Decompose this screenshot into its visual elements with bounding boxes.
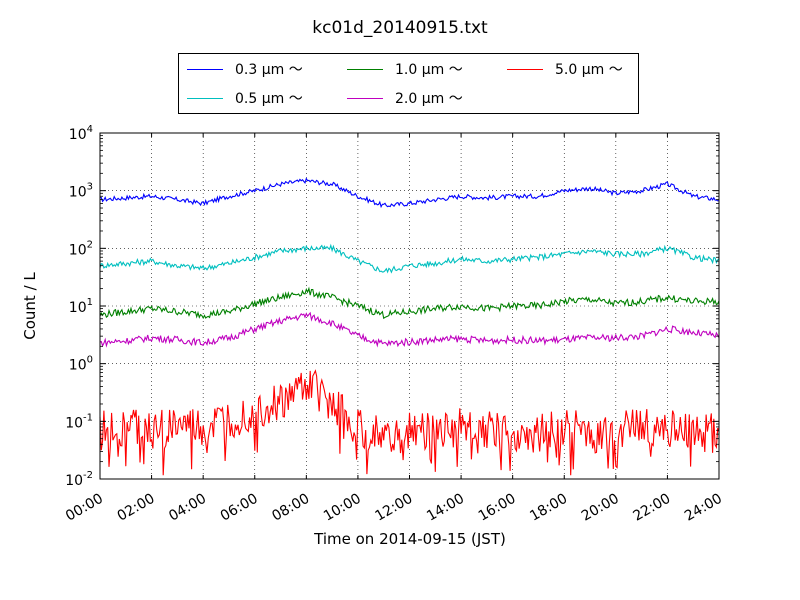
- x-tick-label: 20:00: [579, 491, 622, 525]
- x-tick-label: 18:00: [527, 491, 570, 525]
- series-lines: [99, 177, 720, 476]
- y-tick-label: 10-1: [65, 412, 93, 431]
- series-line-2: [99, 286, 720, 320]
- legend-swatch: [507, 69, 543, 70]
- x-tick-label: 06:00: [218, 491, 261, 525]
- x-tick-label: 16:00: [476, 491, 519, 525]
- x-tick-label: 00:00: [63, 491, 106, 525]
- series-line-1: [99, 243, 720, 274]
- x-tick-label: 08:00: [269, 491, 312, 525]
- legend-swatch: [347, 69, 383, 70]
- x-axis-label: Time on 2014-09-15 (JST): [313, 530, 506, 548]
- legend-label: 5.0 μm ～: [555, 62, 623, 78]
- x-tick-label: 12:00: [373, 491, 416, 525]
- y-tick-label: 100: [69, 355, 93, 374]
- x-tick-label: 24:00: [682, 491, 725, 525]
- legend-label: 2.0 μm ～: [395, 91, 463, 107]
- legend-swatch: [347, 98, 383, 99]
- x-tick-label: 10:00: [321, 491, 364, 525]
- legend-label: 0.5 μm ～: [235, 91, 303, 107]
- x-tick-label: 14:00: [424, 491, 467, 525]
- x-tick-label: 22:00: [630, 491, 673, 525]
- axis-ticks: 00:00 02:00 04:00 06:00 08:00 10:00 12:00 14:00…: [63, 124, 725, 525]
- series-line-4: [99, 369, 720, 476]
- chart-title: kc01d_20140915.txt: [312, 18, 488, 38]
- y-tick-label: 102: [69, 239, 93, 258]
- legend-swatch: [187, 69, 223, 70]
- series-line-3: [99, 311, 720, 348]
- series-line-0: [99, 177, 720, 209]
- y-tick-label: 103: [69, 182, 93, 201]
- y-tick-label: 10-2: [65, 470, 93, 489]
- legend-label: 1.0 μm ～: [395, 62, 463, 78]
- y-tick-label: 104: [69, 124, 93, 143]
- legend: 0.3 μm ～ 0.5 μm ～ 1.0 μm ～ 2.0 μm ～ 5.0 …: [178, 53, 639, 114]
- x-tick-label: 04:00: [166, 491, 209, 525]
- x-tick-label: 02:00: [115, 491, 158, 525]
- y-tick-label: 101: [69, 297, 93, 316]
- legend-swatch: [187, 98, 223, 99]
- y-axis-label: Count / L: [21, 272, 39, 340]
- legend-label: 0.3 μm ～: [235, 62, 303, 78]
